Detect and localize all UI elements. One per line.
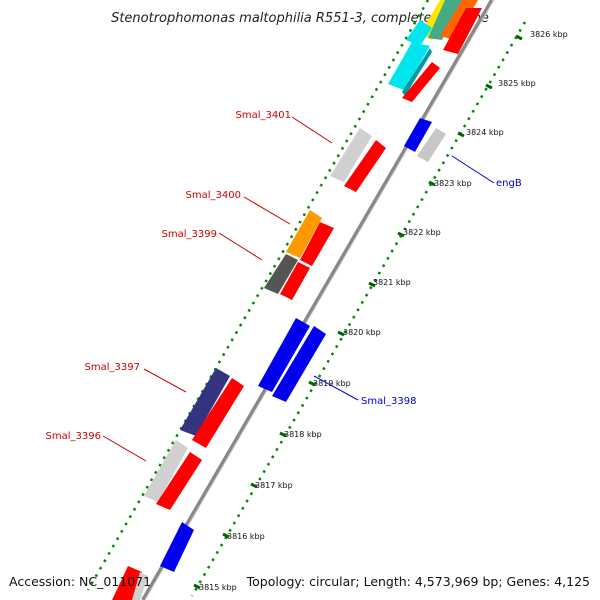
gene-feature <box>156 452 202 510</box>
tick-label: 3822 kbp <box>403 228 441 237</box>
tick-label: 3826 kbp <box>530 30 568 39</box>
gene-feature <box>406 20 432 46</box>
gene-feature <box>388 42 430 90</box>
gene-label-smal-3401: Smal_3401 <box>236 110 291 121</box>
gene-feature <box>402 48 432 96</box>
gene-feature <box>402 62 440 102</box>
gene-feature-smal-3396 <box>144 440 188 502</box>
tick-label: 3817 kbp <box>255 481 293 490</box>
gene-feature <box>443 8 482 54</box>
tick-label: 3823 kbp <box>434 179 472 188</box>
gene-feature-smal-3397 <box>180 368 230 436</box>
tick-label: 3821 kbp <box>373 278 411 287</box>
tick-label: 3824 kbp <box>466 128 504 137</box>
gene-feature <box>404 118 432 152</box>
gene-label-engb: engB <box>496 178 522 189</box>
gene-feature <box>132 572 148 600</box>
callout-lines <box>102 116 495 462</box>
gene-feature <box>344 140 386 192</box>
genome-backbone <box>141 0 494 600</box>
gene-features <box>112 0 482 600</box>
tick-marks <box>193 34 523 590</box>
gene-label-smal-3396: Smal_3396 <box>46 431 101 442</box>
gene-feature <box>160 522 194 572</box>
outer-dotted-track <box>190 21 527 597</box>
gene-label-smal-3399: Smal_3399 <box>162 229 217 240</box>
tick-labels: 3826 kbp 3825 kbp 3824 kbp 3823 kbp 3822… <box>199 30 568 592</box>
topology-text: Topology: circular; Length: 4,573,969 bp… <box>246 574 590 589</box>
tick-label: 3816 kbp <box>227 532 265 541</box>
gene-feature <box>417 128 446 162</box>
gene-feature-smal-3398 <box>258 318 310 392</box>
gene-feature-smal-3399 <box>264 254 298 294</box>
gene-feature <box>272 326 326 402</box>
gene-label-smal-3397: Smal_3397 <box>85 362 140 373</box>
gene-label-smal-3400: Smal_3400 <box>186 190 241 201</box>
gene-feature <box>428 0 462 40</box>
tick-label: 3818 kbp <box>284 430 322 439</box>
map-title: Stenotrophomonas maltophilia R551-3, com… <box>111 11 489 26</box>
gene-labels: Smal_3401 Smal_3400 Smal_3399 Smal_3397 … <box>46 110 522 442</box>
gene-feature <box>192 378 244 448</box>
gene-feature-smal-3401 <box>330 128 372 182</box>
gene-label-smal-3398: Smal_3398 <box>361 396 416 407</box>
gene-feature <box>300 222 334 266</box>
accession-text: Accession: NC_011071 <box>9 574 151 589</box>
tick-label: 3815 kbp <box>199 583 237 592</box>
tick-label: 3819 kbp <box>313 379 351 388</box>
inner-dotted-track <box>86 0 430 591</box>
gene-feature <box>280 262 310 300</box>
tick-label: 3825 kbp <box>498 79 536 88</box>
gene-feature-smal-3400 <box>286 210 322 258</box>
tick-label: 3820 kbp <box>343 328 381 337</box>
